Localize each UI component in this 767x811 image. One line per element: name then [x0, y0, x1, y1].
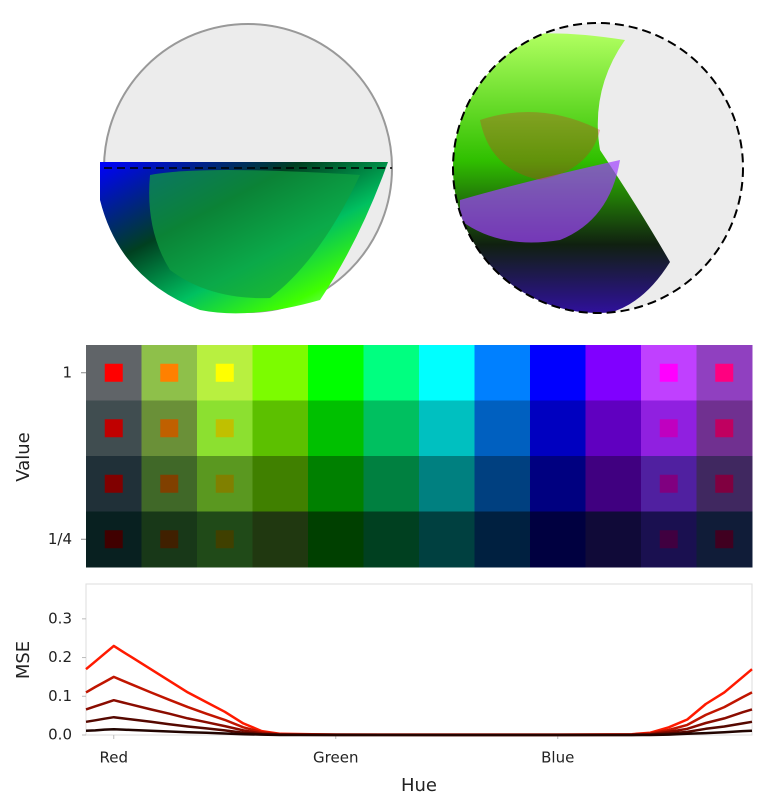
x-axis-label: Hue [401, 775, 437, 796]
cell-center [104, 530, 123, 549]
cell-center [715, 419, 734, 438]
cell-center [659, 363, 678, 382]
cell-center [493, 530, 512, 549]
cell-center [548, 474, 567, 493]
cell-center [604, 363, 623, 382]
cell-center [382, 419, 401, 438]
cell-center [215, 530, 234, 549]
cell-center [659, 530, 678, 549]
cell-center [493, 474, 512, 493]
right-sphere [452, 22, 744, 314]
x-tick-label: Green [313, 749, 358, 767]
y-tick-label: 0.1 [48, 687, 72, 705]
cell-center [493, 363, 512, 382]
y-tick-label: 1 [62, 363, 72, 381]
cell-center [437, 530, 456, 549]
cell-center [104, 419, 123, 438]
cell-center [271, 530, 290, 549]
cell-center [326, 363, 345, 382]
y-tick-label: 0.0 [48, 726, 72, 744]
y-tick-label: 0.2 [48, 648, 72, 666]
cell-center [604, 474, 623, 493]
cell-center [326, 474, 345, 493]
cell-center [215, 363, 234, 382]
cell-center [604, 530, 623, 549]
cell-center [493, 419, 512, 438]
line [85, 727, 753, 737]
y-axis-label: Value [13, 432, 34, 481]
cell-center [271, 474, 290, 493]
x-tick-label: Red [100, 749, 129, 767]
y-axis-label: MSE [13, 641, 34, 679]
cell-center [160, 530, 179, 549]
cell-center [715, 474, 734, 493]
cell-center [271, 363, 290, 382]
plot-frame [85, 583, 753, 736]
cell-center [160, 363, 179, 382]
cell-center [548, 363, 567, 382]
cell-center [382, 530, 401, 549]
x-tick-label: Blue [541, 749, 574, 767]
cell-center [104, 363, 123, 382]
cell-center [437, 474, 456, 493]
cell-center [160, 474, 179, 493]
cell-center [160, 419, 179, 438]
cell-center [271, 419, 290, 438]
cell-center [326, 419, 345, 438]
cell-center [659, 474, 678, 493]
cell-center [215, 419, 234, 438]
cell-center [437, 363, 456, 382]
cell-center [548, 419, 567, 438]
cell-center [659, 419, 678, 438]
line [85, 644, 753, 736]
cell-center [604, 419, 623, 438]
cell-center [715, 530, 734, 549]
y-tick-label: 0.3 [48, 609, 72, 627]
cell-center [104, 474, 123, 493]
cell-center [715, 363, 734, 382]
cell-center [382, 474, 401, 493]
cell-center [437, 419, 456, 438]
cell-center [548, 530, 567, 549]
cell-center [215, 474, 234, 493]
cell-center [382, 363, 401, 382]
left-sphere [100, 23, 393, 314]
cell-center [326, 530, 345, 549]
y-tick-label: 1/4 [48, 530, 72, 548]
